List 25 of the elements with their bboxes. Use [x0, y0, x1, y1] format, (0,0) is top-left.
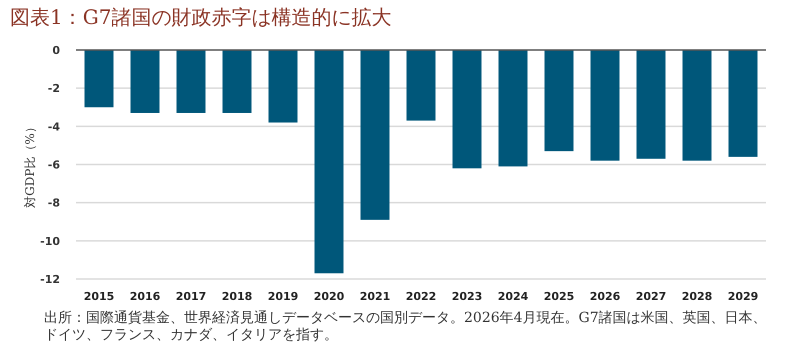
y-tick-label: -2: [48, 82, 60, 96]
y-tick-label: -4: [48, 120, 60, 134]
x-tick-label: 2015: [84, 290, 114, 303]
text: 出所：国際通貨基金、世界経済見通しデータベースの国別データ。2026年4月現在。G7諸国は米国、英国、日本、ドイツ、フランス、カナダ、イタリアを指す。: [44, 310, 768, 344]
x-tick-label: 2024: [498, 290, 529, 303]
x-tick-label: 2025: [544, 290, 574, 303]
x-tick-label: 2019: [268, 290, 298, 303]
x-tick-label: 2016: [130, 290, 161, 303]
y-tick-label: -6: [48, 158, 60, 172]
x-tick-label: 2017: [176, 290, 206, 303]
x-tick-label: 2027: [636, 290, 666, 303]
x-tick-label: 2022: [406, 290, 436, 303]
y-tick-label: -10: [40, 234, 60, 248]
x-tick-label: 2028: [682, 290, 712, 303]
y-axis-title: 対GDP比（%）: [23, 121, 37, 208]
y-tick-label: -8: [48, 196, 60, 210]
x-tick-label: 2018: [222, 290, 252, 303]
y-tick-label: 0: [52, 44, 60, 57]
x-tick-label: 2026: [590, 290, 621, 303]
y-tick-label: -12: [40, 273, 60, 286]
x-tick-label: 2021: [360, 290, 390, 303]
x-tick-label: 2020: [314, 290, 345, 303]
x-tick-label: 2023: [452, 290, 482, 303]
x-tick-label: 2029: [728, 290, 758, 303]
chart-title: 図表1：G7諸国の財政赤字は構造的に拡大: [10, 4, 392, 31]
